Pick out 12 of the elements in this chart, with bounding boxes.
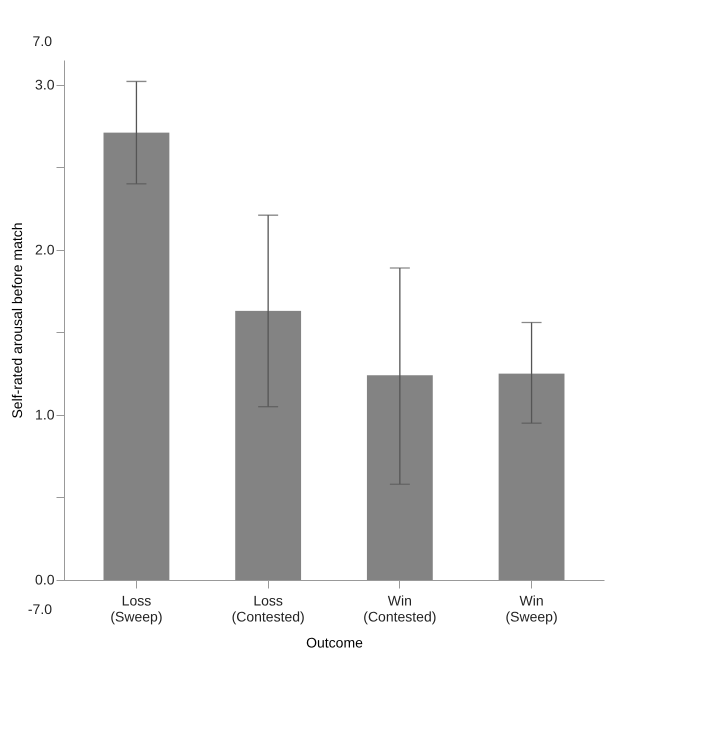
x-axis-title: Outcome bbox=[306, 634, 364, 650]
y-tick-label: 0.0 bbox=[35, 572, 55, 588]
x-tick-label: Win (Sweep) bbox=[505, 592, 558, 624]
y-tick-label: 3.0 bbox=[35, 76, 55, 92]
x-tick-label: Win (Contested) bbox=[363, 592, 436, 624]
text: 7.0 bbox=[32, 33, 52, 49]
y-tick-label: 1.0 bbox=[35, 406, 55, 422]
y-axis-title: Self-rated arousal before match bbox=[9, 222, 26, 419]
text: -7.0 bbox=[28, 601, 52, 617]
x-tick-label: Loss (Contested) bbox=[232, 592, 305, 624]
y-tick-label: 2.0 bbox=[35, 241, 55, 258]
x-tick-label: Loss (Sweep) bbox=[110, 592, 163, 624]
